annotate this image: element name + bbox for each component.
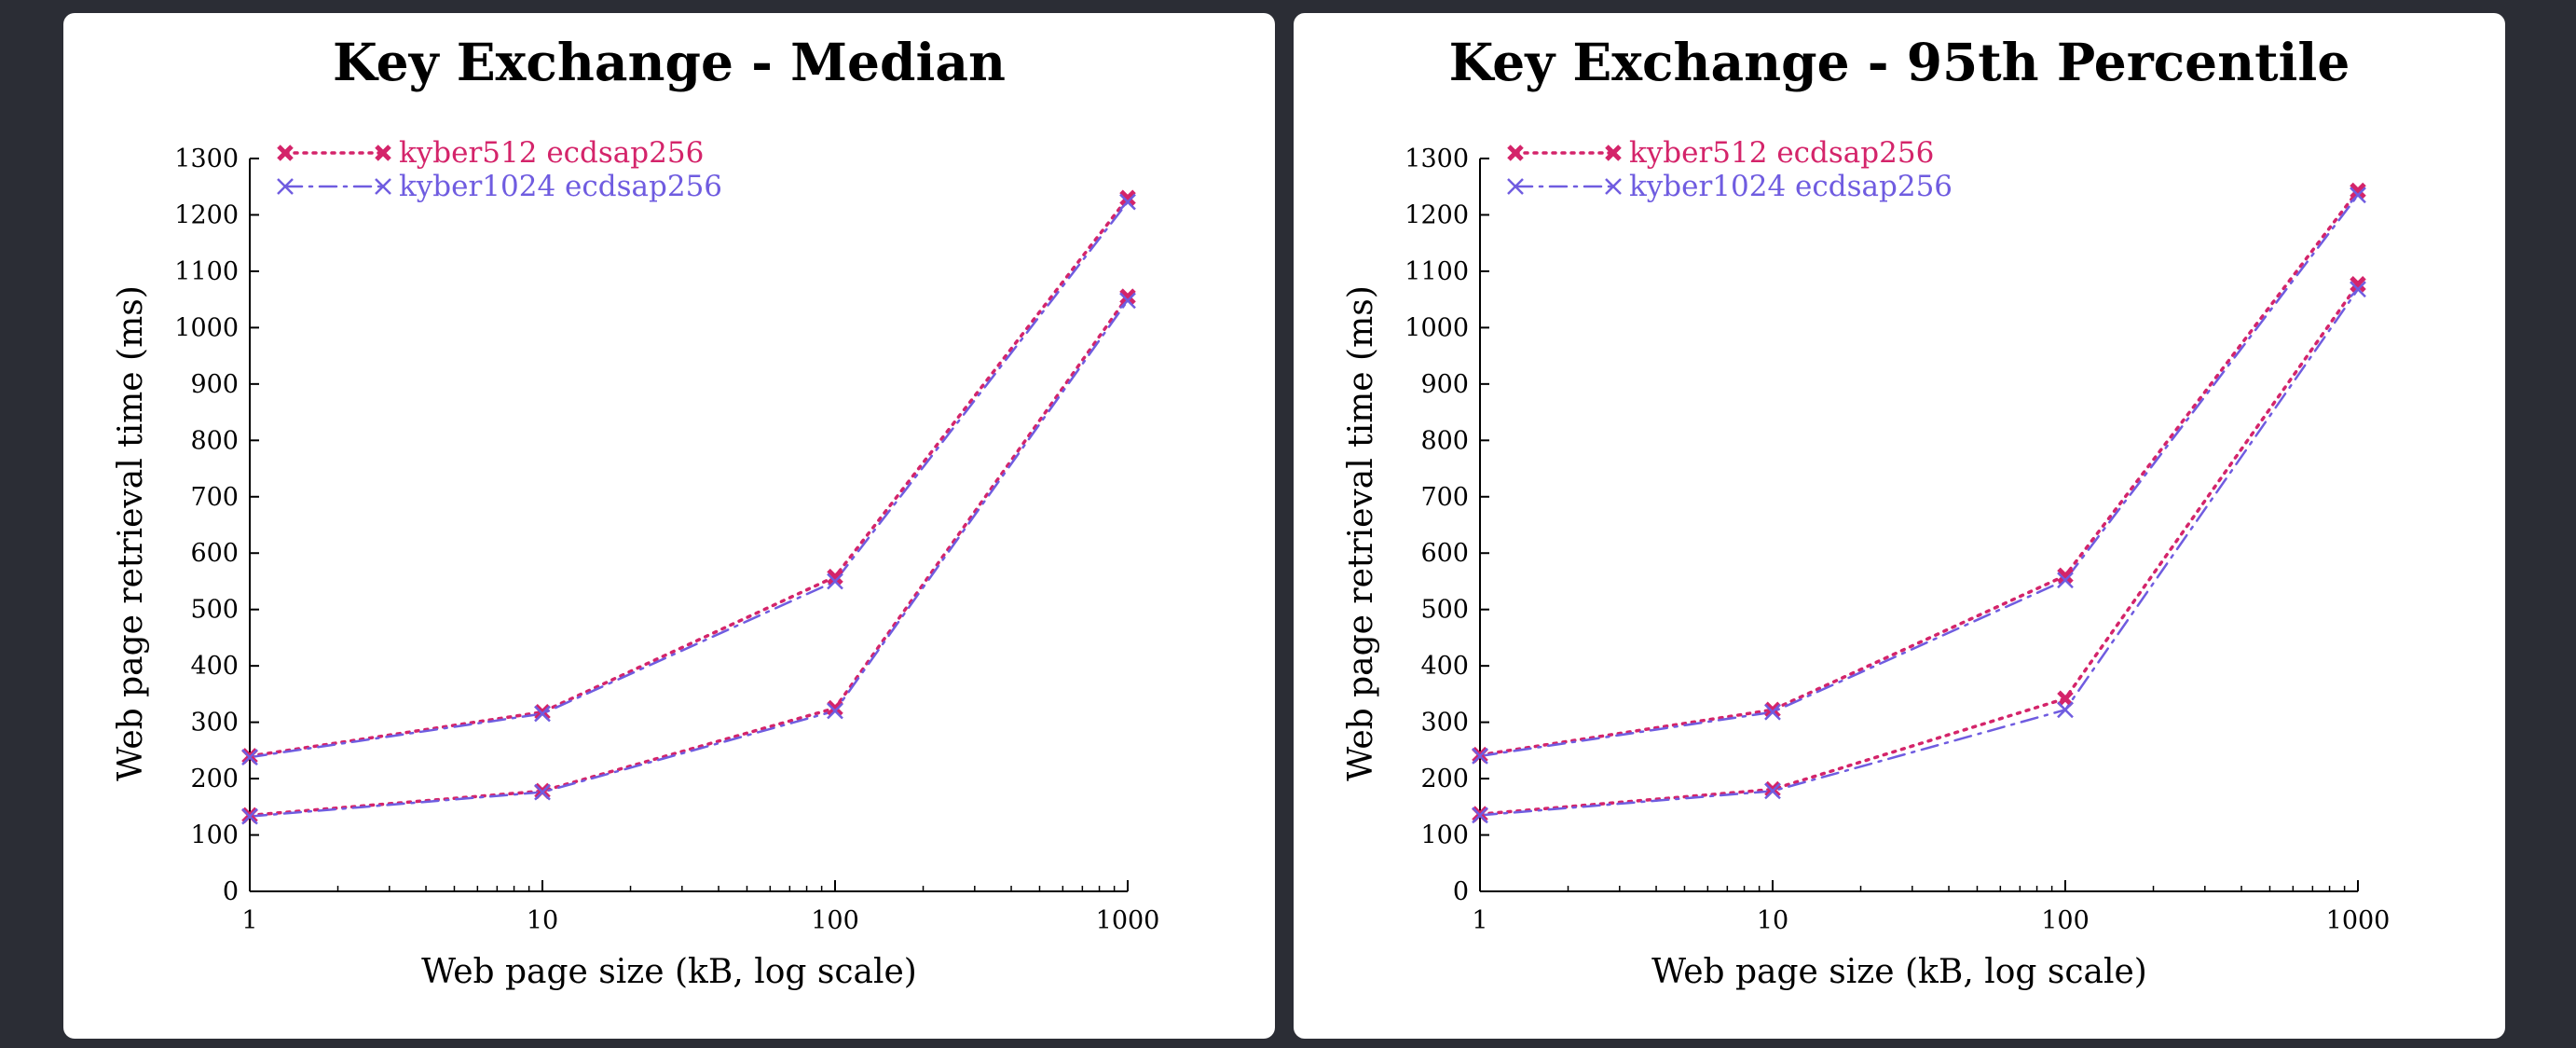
legend-marker bbox=[277, 178, 294, 195]
chart-panel-95th-percentile: Key Exchange - 95th Percentile Web page … bbox=[1294, 13, 2505, 1039]
data-point-marker bbox=[2057, 690, 2074, 707]
chart-title: Key Exchange - Median bbox=[333, 32, 1006, 92]
x-tick-label: 1 bbox=[1472, 906, 1487, 935]
y-tick-label: 500 bbox=[1420, 596, 1469, 625]
y-tick-label: 1200 bbox=[174, 200, 239, 229]
series-line bbox=[248, 196, 1130, 758]
legend-label: kyber512 ecdsap256 bbox=[399, 136, 704, 170]
series-line bbox=[1478, 188, 2360, 757]
x-axis-label: Web page size (kB, log scale) bbox=[421, 953, 917, 991]
data-point-marker bbox=[1472, 748, 1488, 765]
y-tick-label: 1100 bbox=[1404, 257, 1469, 286]
legend-label: kyber1024 ecdsap256 bbox=[1629, 170, 1953, 203]
data-point-marker bbox=[1119, 193, 1136, 211]
series-line bbox=[1478, 283, 2360, 816]
data-point-marker bbox=[827, 702, 843, 720]
data-point-marker bbox=[2057, 567, 2074, 585]
data-point-marker bbox=[1119, 288, 1136, 305]
legend-marker bbox=[1507, 178, 1524, 195]
y-tick-label: 300 bbox=[190, 709, 239, 738]
y-tick-label: 1000 bbox=[174, 313, 239, 342]
y-tick-label: 700 bbox=[1420, 483, 1469, 512]
legend-marker bbox=[1605, 145, 1622, 161]
legend-entry: kyber1024 ecdsap256 bbox=[277, 170, 722, 203]
y-tick-label: 400 bbox=[190, 652, 239, 681]
y-tick-label: 500 bbox=[190, 596, 239, 625]
legend-entry: kyber512 ecdsap256 bbox=[1507, 136, 1934, 170]
legend-marker bbox=[375, 145, 391, 161]
y-tick-label: 900 bbox=[190, 370, 239, 399]
y-tick-label: 1000 bbox=[1404, 313, 1469, 342]
y-tick-label: 1200 bbox=[1404, 200, 1469, 229]
y-tick-label: 800 bbox=[190, 426, 239, 455]
legend-marker bbox=[1605, 178, 1622, 195]
y-tick-label: 300 bbox=[1420, 709, 1469, 738]
data-point-marker bbox=[241, 749, 258, 765]
data-point-marker bbox=[1472, 807, 1488, 824]
y-tick-label: 1300 bbox=[174, 145, 239, 173]
x-tick-label: 1000 bbox=[2326, 906, 2391, 935]
data-point-marker bbox=[2057, 572, 2074, 589]
data-point-marker bbox=[2057, 701, 2074, 719]
data-point-marker bbox=[2350, 281, 2366, 298]
legend-marker bbox=[1507, 145, 1524, 161]
y-tick-label: 0 bbox=[1453, 877, 1469, 906]
legend-marker bbox=[375, 178, 391, 195]
x-tick-label: 1000 bbox=[1096, 906, 1160, 935]
y-tick-label: 200 bbox=[1420, 765, 1469, 793]
y-axis-label: Web page retrieval time (ms) bbox=[112, 285, 150, 781]
y-tick-label: 600 bbox=[190, 539, 239, 568]
data-point-marker bbox=[534, 705, 551, 723]
data-point-marker bbox=[827, 568, 843, 586]
y-tick-label: 800 bbox=[1420, 426, 1469, 455]
data-point-marker bbox=[2350, 182, 2366, 200]
y-tick-label: 1100 bbox=[174, 257, 239, 286]
data-point-marker bbox=[1764, 780, 1781, 798]
y-tick-label: 0 bbox=[223, 877, 239, 906]
data-point-marker bbox=[827, 699, 843, 717]
y-tick-label: 1300 bbox=[1404, 145, 1469, 173]
chart-median: Key Exchange - Median Web page size (kB,… bbox=[112, 32, 1160, 991]
y-tick-label: 600 bbox=[1420, 539, 1469, 568]
y-tick-label: 900 bbox=[1420, 370, 1469, 399]
y-tick-label: 100 bbox=[1420, 821, 1469, 850]
y-tick-label: 400 bbox=[1420, 652, 1469, 681]
x-axis-label: Web page size (kB, log scale) bbox=[1651, 953, 2147, 991]
legend-entry: kyber1024 ecdsap256 bbox=[1507, 170, 1953, 203]
series-line bbox=[1478, 288, 2360, 817]
chart-panel-median: Key Exchange - Median Web page size (kB,… bbox=[63, 13, 1275, 1039]
data-point-marker bbox=[1764, 703, 1781, 721]
y-tick-label: 100 bbox=[190, 821, 239, 850]
x-tick-label: 100 bbox=[2041, 906, 2090, 935]
legend-marker bbox=[277, 145, 294, 161]
series-line bbox=[248, 295, 1130, 818]
series-line bbox=[1478, 194, 2360, 758]
x-tick-label: 10 bbox=[1757, 906, 1788, 935]
x-tick-label: 100 bbox=[811, 906, 859, 935]
data-point-marker bbox=[1119, 189, 1136, 207]
x-tick-label: 1 bbox=[241, 906, 257, 935]
y-tick-label: 200 bbox=[190, 765, 239, 793]
data-point-marker bbox=[2350, 186, 2366, 204]
chart-title: Key Exchange - 95th Percentile bbox=[1449, 32, 2350, 92]
data-point-marker bbox=[1119, 292, 1136, 310]
chart-95th-percentile: Key Exchange - 95th Percentile Web page … bbox=[1342, 32, 2391, 991]
data-point-marker bbox=[827, 572, 843, 590]
legend-label: kyber512 ecdsap256 bbox=[1629, 136, 1934, 170]
series-line bbox=[248, 299, 1130, 818]
data-point-marker bbox=[241, 807, 258, 825]
legend-entry: kyber512 ecdsap256 bbox=[277, 136, 704, 170]
data-point-marker bbox=[1764, 701, 1781, 719]
data-point-marker bbox=[1764, 782, 1781, 800]
y-tick-label: 700 bbox=[190, 483, 239, 512]
data-point-marker bbox=[534, 703, 551, 721]
data-point-marker bbox=[2350, 276, 2366, 293]
legend-label: kyber1024 ecdsap256 bbox=[399, 170, 722, 203]
y-axis-label: Web page retrieval time (ms) bbox=[1342, 285, 1380, 781]
data-point-marker bbox=[534, 783, 551, 801]
series-line bbox=[248, 200, 1130, 759]
x-tick-label: 10 bbox=[527, 906, 558, 935]
